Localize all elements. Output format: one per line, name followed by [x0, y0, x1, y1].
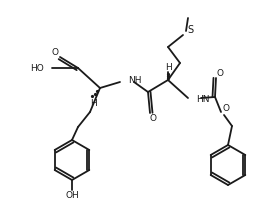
Text: NH: NH: [128, 76, 141, 84]
Text: H: H: [165, 62, 171, 72]
Text: O: O: [150, 114, 157, 123]
Text: OH: OH: [65, 191, 79, 199]
Text: O: O: [217, 69, 224, 77]
Text: O: O: [223, 104, 230, 112]
Text: HN: HN: [196, 95, 210, 104]
Text: H: H: [90, 99, 96, 107]
Text: HO: HO: [30, 64, 44, 73]
Text: S: S: [187, 25, 193, 35]
Text: O: O: [51, 47, 58, 57]
